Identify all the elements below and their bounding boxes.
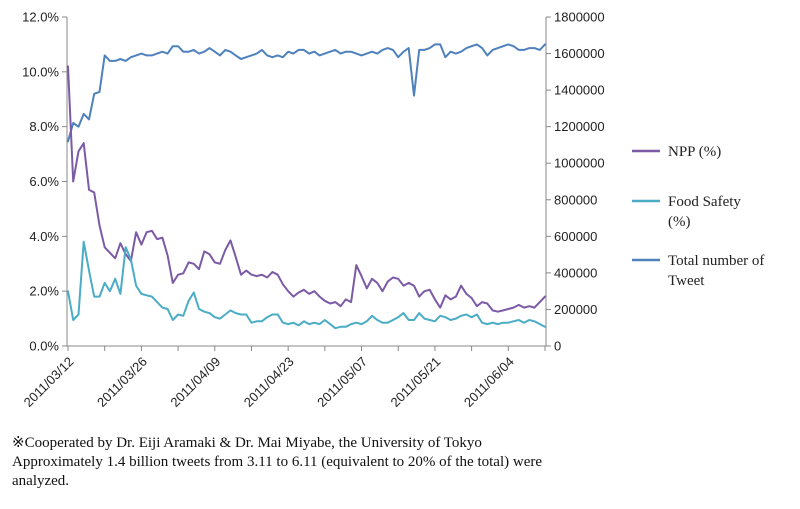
y-right-tick-label: 400000 — [554, 265, 597, 280]
legend: NPP (%) Food Safety (%) Total number of Twee… — [632, 144, 764, 289]
x-tick-label: 2011/05/07 — [314, 354, 370, 410]
plot-frame — [66, 17, 547, 347]
y-left-tick-label: 10.0% — [22, 64, 59, 79]
series-line-food-safety — [67, 240, 546, 330]
line-chart: 0.0% 2.0% 4.0% 6.0% 8.0% 10.0% 12.0% 0 200000 40… — [21, 10, 765, 410]
footnote-line-3: analyzed. — [12, 473, 70, 489]
y-right-tick-label: 800000 — [554, 192, 597, 207]
y-right-tick-label: 1600000 — [554, 46, 605, 61]
y-left-tick-label: 6.0% — [29, 174, 59, 189]
y-axis-right-ticks: 0 200000 400000 600000 800000 1000000 1200000 1… — [546, 10, 605, 354]
x-tick-label: 2011/04/09 — [167, 354, 223, 410]
x-tick-label: 2011/04/23 — [241, 354, 297, 410]
y-axis-left-ticks: 0.0% 2.0% 4.0% 6.0% 8.0% 10.0% 12.0% — [22, 10, 67, 354]
series-layer — [67, 43, 546, 330]
footnote: ※Cooperated by Dr. Eiji Aramaki & Dr. Ma… — [12, 434, 792, 491]
footnote-line-2: Approximately 1.4 billion tweets from 3.… — [12, 454, 543, 470]
footnote-line-1: ※Cooperated by Dr. Eiji Aramaki & Dr. Ma… — [12, 435, 482, 451]
series-line-total-number-of-tweet — [67, 43, 546, 143]
y-left-tick-label: 4.0% — [29, 229, 59, 244]
x-tick-label: 2011/05/21 — [388, 354, 444, 410]
y-left-tick-label: 2.0% — [29, 284, 59, 299]
y-right-tick-label: 1400000 — [554, 83, 605, 98]
y-right-tick-label: 600000 — [554, 229, 597, 244]
legend-label-npp: NPP (%) — [668, 144, 721, 160]
x-tick-label: 2011/03/26 — [94, 354, 150, 410]
y-right-tick-label: 1200000 — [554, 119, 605, 134]
y-left-tick-label: 8.0% — [29, 119, 59, 134]
x-tick-label: 2011/03/12 — [21, 354, 77, 410]
y-left-tick-label: 12.0% — [22, 10, 59, 25]
x-tick-label: 2011/06/04 — [461, 354, 517, 410]
y-left-tick-label: 0.0% — [29, 339, 59, 354]
x-axis-ticks: 2011/03/12 2011/03/26 2011/04/09 2011/04/23… — [21, 346, 546, 410]
y-right-tick-label: 1800000 — [554, 10, 605, 25]
series-line-npp — [67, 65, 546, 313]
y-right-tick-label: 0 — [554, 339, 561, 354]
legend-label-total-number-of-tweet: Total number of Tweet — [668, 253, 764, 289]
y-right-tick-label: 200000 — [554, 302, 597, 317]
legend-label-food-safety: Food Safety (%) — [668, 194, 741, 230]
y-right-tick-label: 1000000 — [554, 156, 605, 171]
